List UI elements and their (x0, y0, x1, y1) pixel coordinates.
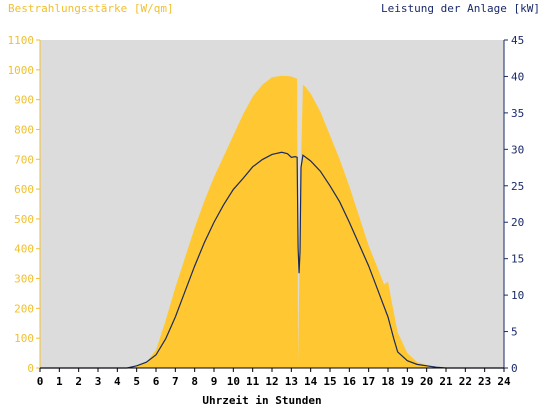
right-axis-tick-label: 10 (511, 289, 524, 302)
left-axis-tick-label: 1100 (8, 34, 35, 47)
left-axis-tick-label: 600 (14, 183, 34, 196)
x-axis-tick-label: 10 (227, 375, 240, 388)
x-axis-tick-label: 15 (323, 375, 336, 388)
x-axis-tick-label: 19 (401, 375, 414, 388)
left-axis-tick-label: 100 (14, 332, 34, 345)
x-axis-tick-label: 6 (153, 375, 160, 388)
left-axis-tick-label: 0 (27, 362, 34, 375)
left-axis-tick-label: 300 (14, 273, 34, 286)
power-line (40, 151, 504, 369)
left-axis-tick-label: 800 (14, 123, 34, 136)
x-axis-tick-label: 24 (497, 375, 511, 388)
right-axis-tick-label: 15 (511, 253, 524, 266)
x-axis-tick-label: 12 (265, 375, 278, 388)
x-axis-tick-label: 11 (246, 375, 260, 388)
x-axis-tick-label: 16 (343, 375, 357, 388)
x-axis-tick-label: 22 (459, 375, 472, 388)
right-axis-tick-label: 5 (511, 326, 518, 339)
right-axis-tick-label: 30 (511, 143, 524, 156)
x-axis-tick-label: 7 (172, 375, 179, 388)
right-axis-tick-label: 35 (511, 107, 524, 120)
x-axis-tick-label: 5 (133, 375, 140, 388)
left-axis-tick-label: 400 (14, 243, 34, 256)
right-axis-tick-label: 45 (511, 34, 524, 47)
left-axis-tick-label: 700 (14, 153, 34, 166)
x-axis-tick-label: 23 (478, 375, 491, 388)
irradiance-series (127, 75, 446, 368)
irradiance-area (127, 75, 446, 368)
x-axis-tick-label: 20 (420, 375, 433, 388)
left-axis-title: Bestrahlungsstärke [W/qm] (8, 2, 174, 15)
x-axis-tick-label: 9 (211, 375, 218, 388)
x-axis-tick-label: 3 (95, 375, 102, 388)
x-axis-tick-label: 0 (37, 375, 44, 388)
axes: 0100200300400500600700800900100011000510… (8, 34, 525, 388)
right-axis-tick-label: 20 (511, 216, 524, 229)
left-axis-tick-label: 200 (14, 302, 34, 315)
x-axis-title: Uhrzeit in Stunden (202, 394, 321, 407)
left-axis-tick-label: 900 (14, 94, 34, 107)
x-axis-tick-label: 17 (362, 375, 375, 388)
right-axis-tick-label: 0 (511, 362, 518, 375)
x-axis-tick-label: 18 (381, 375, 394, 388)
left-axis-tick-label: 500 (14, 213, 34, 226)
right-axis-tick-label: 40 (511, 70, 524, 83)
x-axis-tick-label: 13 (285, 375, 298, 388)
right-axis-title: Leistung der Anlage [kW] (381, 2, 540, 15)
x-axis-tick-label: 2 (75, 375, 82, 388)
x-axis-tick-label: 21 (439, 375, 453, 388)
power-series (40, 151, 504, 369)
x-axis-tick-label: 8 (191, 375, 198, 388)
x-axis-tick-label: 4 (114, 375, 121, 388)
left-axis-tick-label: 1000 (8, 64, 35, 77)
x-axis-tick-label: 14 (304, 375, 318, 388)
right-axis-tick-label: 25 (511, 180, 524, 193)
x-axis-tick-label: 1 (56, 375, 63, 388)
